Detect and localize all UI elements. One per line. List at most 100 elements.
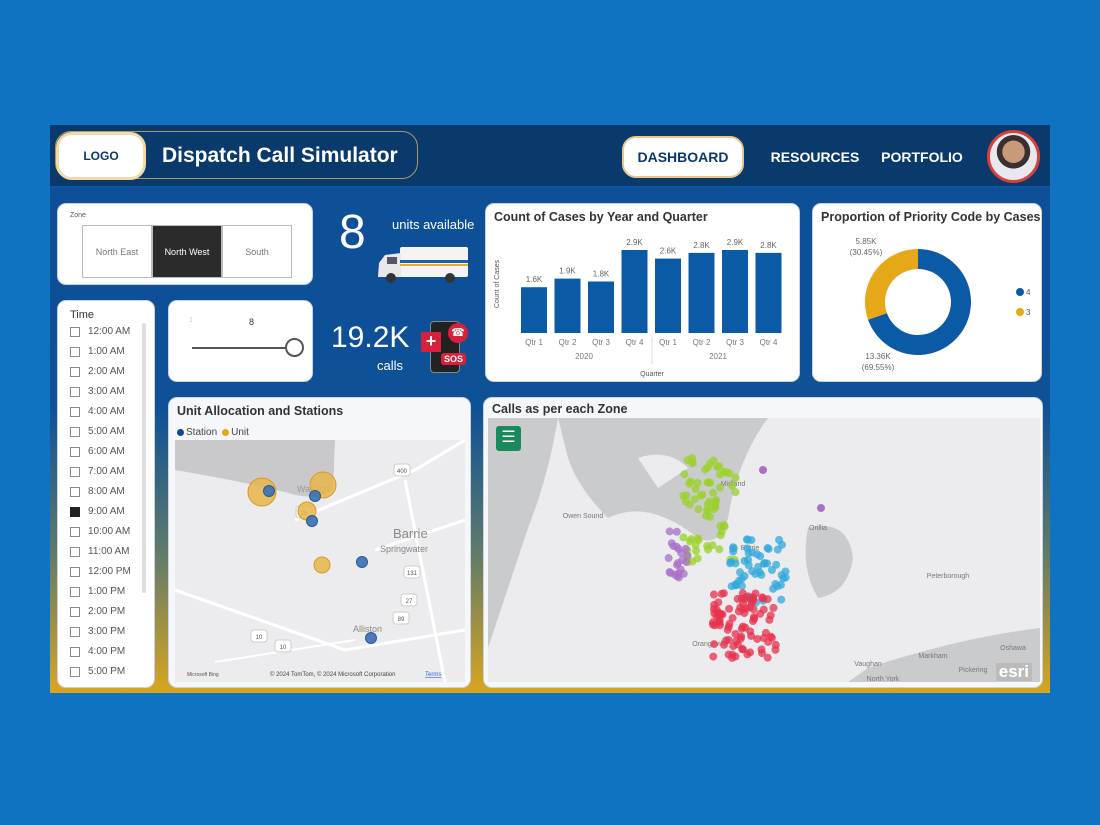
time-option[interactable]: 1:00 PM (70, 586, 125, 597)
terms-link[interactable]: Terms (425, 672, 441, 678)
call-point (769, 603, 778, 612)
checkbox[interactable] (70, 586, 80, 597)
checkbox[interactable] (70, 446, 80, 457)
call-point (743, 544, 752, 553)
checkbox[interactable] (70, 666, 80, 677)
call-point (738, 589, 747, 598)
nav-portfolio[interactable]: PORTFOLIO (881, 149, 963, 165)
checkbox[interactable] (70, 366, 80, 377)
esri-logo: esri (995, 663, 1032, 681)
nav-resources[interactable]: RESOURCES (770, 149, 860, 165)
time-option[interactable]: 2:00 PM (70, 606, 125, 617)
unit-legend-icon (222, 429, 230, 436)
checkbox[interactable] (70, 466, 80, 477)
time-option[interactable]: 4:00 PM (70, 646, 125, 657)
call-point (771, 640, 780, 649)
road-number: 400 (397, 469, 408, 475)
time-option[interactable]: 12:00 AM (70, 326, 130, 337)
checkbox[interactable] (70, 546, 80, 557)
time-option[interactable]: 8:00 AM (70, 486, 125, 497)
call-point (705, 497, 714, 506)
time-option[interactable]: 3:00 PM (70, 626, 125, 637)
checkbox[interactable] (70, 506, 80, 517)
time-option[interactable]: 2:00 AM (70, 366, 125, 377)
x-tick-label: Qtr 4 (760, 338, 778, 347)
slider-track[interactable] (192, 347, 292, 349)
checkbox[interactable] (70, 646, 80, 657)
bar-chart-card: Count of Cases by Year and Quarter 1.6K Q… (485, 203, 800, 382)
call-point (763, 595, 772, 604)
menu-icon[interactable]: ☰ (496, 426, 521, 451)
map-place-label: Orillia (809, 525, 827, 532)
checkbox[interactable] (70, 626, 80, 637)
call-point (715, 483, 724, 492)
avatar[interactable] (987, 130, 1040, 183)
x-tick-label: Qtr 2 (559, 338, 577, 347)
call-point (691, 541, 700, 550)
ambulance-icon (378, 247, 468, 283)
call-point (715, 545, 724, 554)
call-point (704, 478, 713, 487)
call-point (709, 488, 718, 497)
call-point (696, 491, 705, 500)
call-point (701, 465, 710, 474)
checkbox[interactable] (70, 346, 80, 357)
donut-chart-card: Proportion of Priority Code by Cases 4 3 1… (812, 203, 1042, 382)
call-point (703, 506, 712, 515)
x-tick-label: Qtr 2 (693, 338, 711, 347)
checkbox[interactable] (70, 566, 80, 577)
unit-map-card: Unit Allocation and Stations Station Uni… (168, 397, 471, 688)
map-place-label: North York (867, 676, 900, 682)
checkbox[interactable] (70, 526, 80, 537)
checkbox[interactable] (70, 406, 80, 417)
time-option[interactable]: 7:00 AM (70, 466, 125, 477)
road-shield (400, 593, 418, 607)
time-option[interactable]: 6:00 AM (70, 446, 125, 457)
zone-north-west[interactable]: North West (152, 225, 222, 278)
time-option[interactable]: 10:00 AM (70, 526, 130, 537)
checkbox[interactable] (70, 486, 80, 497)
scrollbar[interactable] (142, 323, 146, 593)
zone-map[interactable]: Owen SoundMidlandOrilliaPeterboroughOran… (488, 418, 1040, 682)
call-point (729, 543, 738, 552)
station-marker (356, 556, 368, 568)
road-number: 131 (407, 571, 418, 577)
map-place-label: Owen Sound (563, 513, 604, 520)
call-point (685, 537, 694, 546)
time-option[interactable]: 5:00 PM (70, 666, 125, 677)
zone-south[interactable]: South (222, 225, 292, 278)
time-option-label: 6:00 AM (88, 446, 125, 457)
checkbox[interactable] (70, 386, 80, 397)
time-option[interactable]: 9:00 AM (70, 506, 125, 517)
time-option[interactable]: 4:00 AM (70, 406, 125, 417)
time-option-label: 5:00 AM (88, 426, 125, 437)
road-shield (392, 611, 410, 625)
time-option[interactable]: 1:00 AM (70, 346, 125, 357)
nav-dashboard[interactable]: DASHBOARD (622, 136, 744, 178)
call-point (714, 618, 723, 627)
time-option-label: 7:00 AM (88, 466, 125, 477)
bar-data-label: 2.8K (760, 241, 777, 250)
donut-chart-title: Proportion of Priority Code by Cases (821, 210, 1041, 224)
call-point (706, 459, 715, 468)
logo[interactable]: LOGO (56, 132, 146, 180)
time-option-label: 1:00 PM (88, 586, 126, 597)
time-option[interactable]: 3:00 AM (70, 386, 125, 397)
unit-map-legend: Station Unit (177, 427, 249, 438)
call-point (765, 615, 774, 624)
time-option-label: 8:00 AM (88, 486, 125, 497)
call-point (731, 580, 740, 589)
time-option[interactable]: 11:00 AM (70, 546, 130, 557)
slider-thumb[interactable] (285, 338, 304, 357)
unit-map[interactable]: BarrieSpringwaterAllistonWasaga400261312… (175, 440, 465, 682)
checkbox[interactable] (70, 426, 80, 437)
time-option[interactable]: 5:00 AM (70, 426, 125, 437)
call-point (674, 573, 683, 582)
zone-north-east[interactable]: North East (82, 225, 152, 278)
checkbox[interactable] (70, 606, 80, 617)
call-point (690, 495, 699, 504)
map-place-label: Oshawa (1000, 645, 1026, 652)
checkbox[interactable] (70, 326, 80, 337)
time-option[interactable]: 12:00 PM (70, 566, 131, 577)
call-point (756, 552, 765, 561)
